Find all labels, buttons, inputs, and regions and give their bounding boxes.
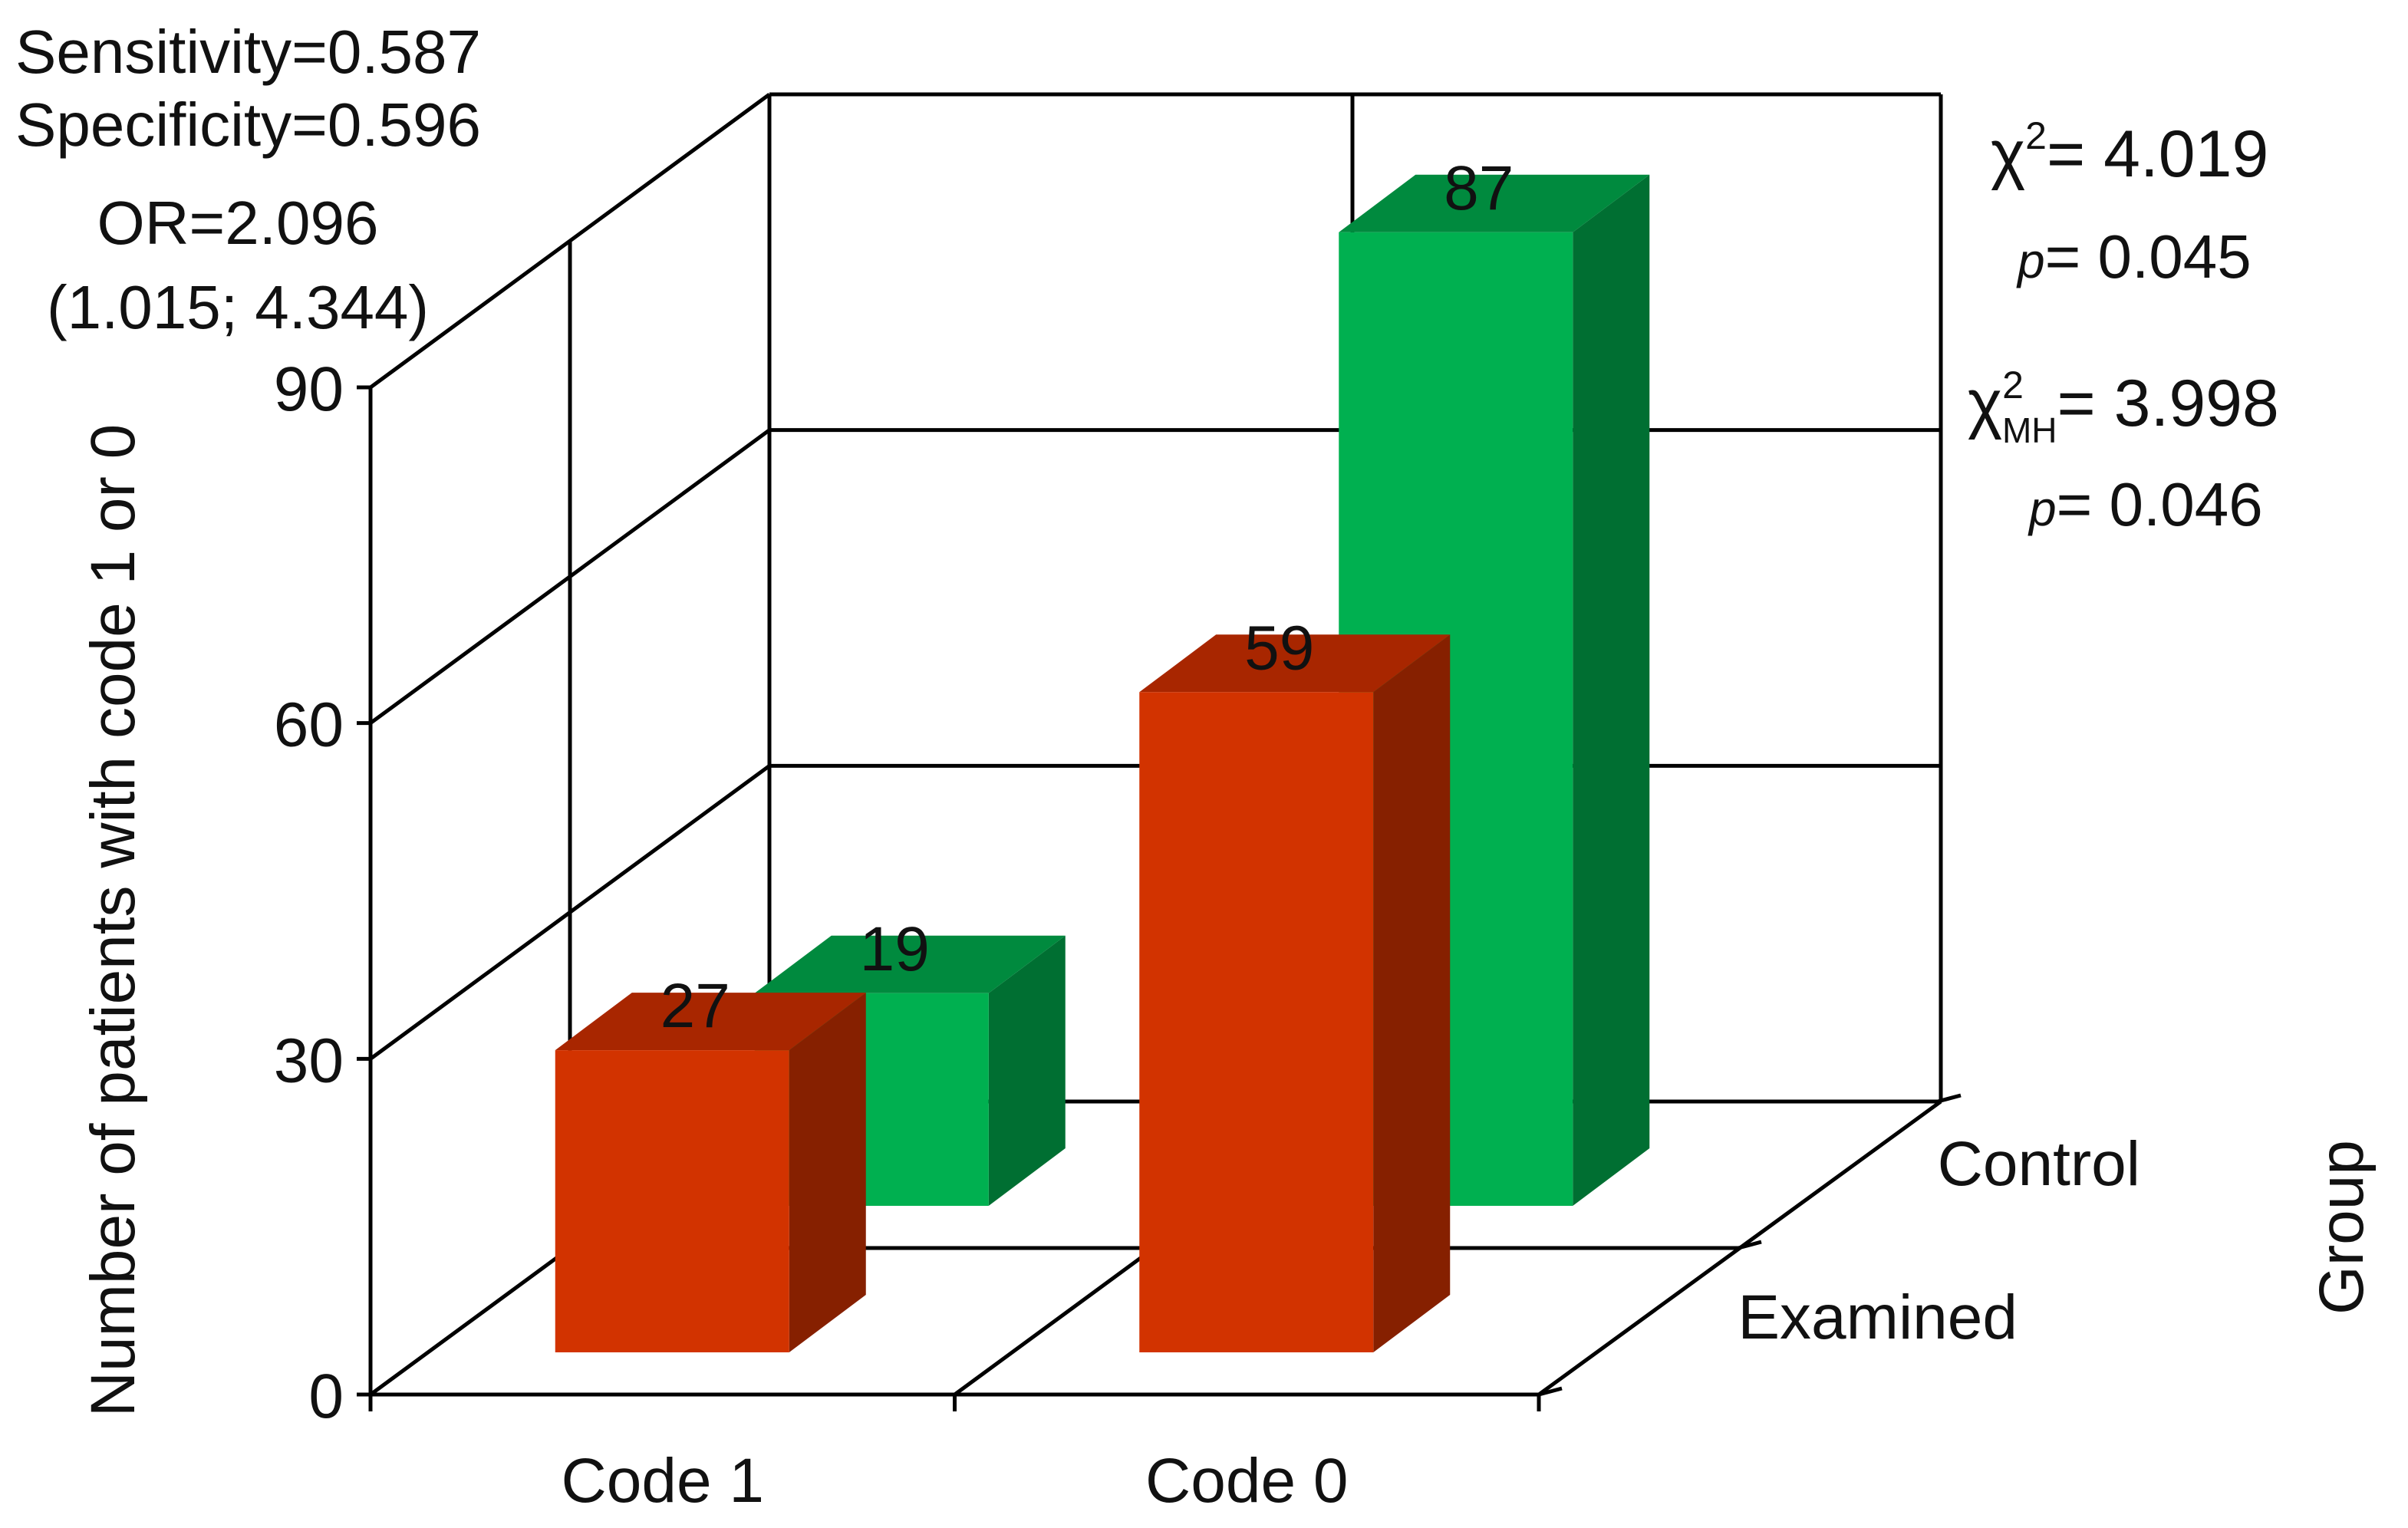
odds-ratio-label: OR=2.096 [97,189,379,257]
bar-side-examined-code-1 [789,993,866,1352]
data-label-control-code-0: 87 [1444,153,1514,223]
chi2-mh-label: χ2 MH= 3.998 [1968,364,2279,450]
data-label-control-code-1: 19 [860,914,930,984]
bar-top-control-code-0 [1339,174,1650,232]
depth-axis-title: Group [2307,1140,2377,1315]
confidence-interval-label: (1.015; 4.344) [47,273,429,341]
y-axis-title: Number of patients with code 1 or 0 [78,424,148,1417]
specificity-label: Specificity=0.596 [15,91,481,159]
chi2-label: χ2= 4.019 [1991,114,2268,191]
bar-examined-code-1 [555,1050,789,1352]
bar-examined-code-0 [1139,692,1374,1352]
gridline-side-30 [369,764,771,1061]
data-label-examined-code-1: 27 [660,971,730,1041]
depth-label-control: Control [1938,1129,2140,1199]
bar-side-control-code-0 [1573,174,1650,1207]
bar-side-control-code-1 [988,935,1066,1206]
ytick-label-0: 0 [308,1362,344,1431]
bar-top-examined-code-1 [555,993,866,1051]
data-label-examined-code-0: 59 [1244,613,1314,683]
ytick-label-90: 90 [274,354,344,424]
depth-tick-mark [1738,1240,1762,1250]
bar-top-control-code-1 [754,935,1066,993]
gridline-side-60 [369,428,771,725]
depth-label-examined: Examined [1738,1283,2018,1352]
chi2-mh-p-label: p= 0.046 [2028,470,2263,538]
xtick-label-code-0: Code 0 [1145,1446,1348,1516]
bar-side-examined-code-0 [1373,634,1451,1352]
ytick-label-60: 60 [274,690,344,760]
chart-bars: 19 87 27 59 [555,153,1650,1352]
xtick-label-code-1: Code 1 [562,1446,764,1516]
depth-tick-mark [1937,1093,1962,1104]
ytick-label-30: 30 [274,1026,344,1095]
chart-labels: 0 30 60 90 Code 1 Code 0 Examined Control Number… [78,354,2377,1516]
chi2-p-label: p= 0.045 [2016,222,2252,291]
depth-tick-mark [1538,1386,1563,1397]
bar-top-examined-code-0 [1139,634,1451,693]
gridline-side-90 [369,92,771,390]
sensitivity-label: Sensitivity=0.587 [15,18,481,86]
